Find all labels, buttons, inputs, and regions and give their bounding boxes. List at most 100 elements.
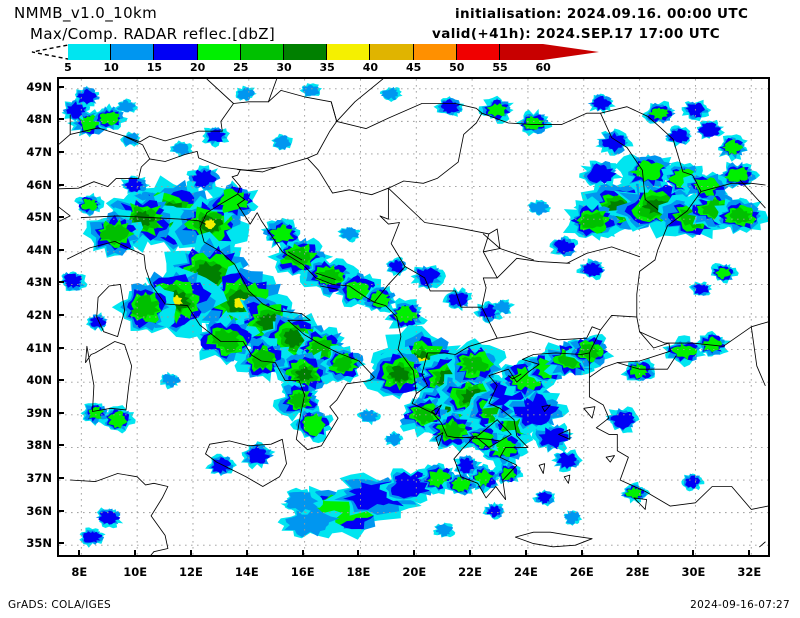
x-tick-label: 30E bbox=[681, 565, 706, 579]
y-tick-mark bbox=[59, 411, 64, 414]
geo-polyline bbox=[319, 285, 339, 290]
reflectivity-contour bbox=[685, 475, 700, 489]
geo-polyline bbox=[541, 404, 551, 412]
reflectivity-contour bbox=[461, 356, 489, 375]
x-tick-mark bbox=[301, 550, 304, 555]
geo-polyline bbox=[59, 127, 126, 145]
valid-time: valid(+41h): 2024.SEP.17 17:00 UTC bbox=[432, 26, 721, 42]
reflectivity-contour bbox=[693, 284, 709, 295]
geo-polyline bbox=[373, 187, 406, 303]
reflectivity-contour bbox=[558, 349, 583, 369]
x-tick-label: 28E bbox=[625, 565, 650, 579]
geo-polyline bbox=[466, 437, 501, 442]
reflectivity-contour bbox=[416, 267, 441, 287]
reflectivity-contour bbox=[715, 268, 732, 280]
y-tick-label: 35N bbox=[26, 536, 52, 551]
colorbar-band bbox=[456, 44, 500, 60]
reflectivity-contour bbox=[456, 457, 475, 474]
geo-polyline bbox=[205, 438, 287, 487]
reflectivity-contour bbox=[591, 95, 612, 111]
reflectivity-contour bbox=[630, 362, 649, 379]
geo-polyline bbox=[66, 193, 375, 451]
y-tick-mark bbox=[59, 346, 64, 349]
geo-polyline bbox=[435, 432, 444, 447]
x-tick-mark bbox=[748, 550, 751, 555]
geo-polyline bbox=[563, 474, 571, 484]
geo-polyline bbox=[700, 182, 766, 192]
x-tick-mark bbox=[189, 550, 192, 555]
y-tick-label: 38N bbox=[26, 438, 52, 453]
geo-polyline bbox=[636, 259, 768, 347]
radar-map-svg bbox=[59, 79, 768, 555]
colorbar-band bbox=[370, 44, 414, 60]
reflectivity-contour bbox=[426, 468, 451, 488]
x-tick-mark bbox=[636, 550, 639, 555]
colorbar-band bbox=[111, 44, 155, 60]
reflectivity-contour bbox=[486, 505, 501, 518]
y-tick-label: 40N bbox=[26, 373, 52, 388]
geo-polyline bbox=[287, 251, 303, 261]
reflectivity-contour bbox=[722, 139, 744, 155]
y-tick-mark bbox=[59, 281, 64, 284]
x-tick-mark bbox=[134, 550, 137, 555]
geo-polyline bbox=[85, 341, 133, 412]
reflectivity-contour bbox=[124, 177, 144, 193]
x-tick-label: 32E bbox=[737, 565, 762, 579]
geo-polyline bbox=[336, 79, 384, 122]
y-tick-mark bbox=[59, 216, 64, 219]
radar-map-plot bbox=[57, 77, 770, 557]
map-gridlines bbox=[59, 79, 768, 555]
reflectivity-contour bbox=[196, 261, 222, 286]
x-tick-label: 16E bbox=[290, 565, 315, 579]
y-tick-mark bbox=[59, 477, 64, 479]
reflectivity-contour bbox=[440, 99, 461, 114]
coastlines-and-borders bbox=[59, 79, 768, 555]
y-tick-label: 37N bbox=[26, 471, 52, 485]
geo-polyline bbox=[616, 355, 677, 370]
geo-polyline bbox=[431, 404, 442, 416]
reflectivity-contour bbox=[207, 129, 227, 142]
colorbar-tick-50: 50 bbox=[449, 61, 465, 74]
geo-polyline bbox=[583, 406, 596, 419]
y-tick-label: 49N bbox=[26, 79, 52, 94]
geo-polyline bbox=[750, 326, 766, 386]
reflectivity-contour bbox=[729, 207, 753, 224]
reflectivity-contour bbox=[391, 471, 433, 499]
geo-polyline bbox=[538, 463, 546, 474]
reflectivity-field bbox=[61, 83, 768, 548]
reflectivity-contour bbox=[693, 177, 720, 196]
reflectivity-contour bbox=[302, 413, 326, 437]
footer-credit: GrADS: COLA/IGES bbox=[8, 599, 112, 611]
reflectivity-contour bbox=[668, 128, 690, 144]
y-tick-label: 36N bbox=[26, 503, 52, 518]
reflectivity-contour bbox=[236, 87, 255, 101]
reflectivity-contour bbox=[513, 393, 560, 427]
reflectivity-contour bbox=[471, 430, 494, 449]
colorbar-tick-60: 60 bbox=[535, 61, 551, 74]
reflectivity-contour bbox=[413, 406, 436, 425]
reflectivity-contour bbox=[99, 111, 120, 126]
reflectivity-contour bbox=[369, 290, 391, 308]
reflectivity-contour bbox=[90, 316, 107, 328]
colorbar-overflow-arrow bbox=[543, 44, 601, 60]
colorbar-underflow-arrow bbox=[30, 43, 70, 61]
y-tick-mark bbox=[59, 542, 64, 545]
reflectivity-contour bbox=[81, 198, 98, 211]
geo-polyline bbox=[633, 497, 648, 510]
y-tick-label: 48N bbox=[26, 112, 52, 127]
geo-polyline bbox=[267, 79, 278, 103]
y-tick-label: 41N bbox=[26, 340, 52, 355]
y-tick-mark bbox=[59, 183, 64, 186]
geo-polyline bbox=[124, 89, 338, 171]
geo-polyline bbox=[588, 331, 768, 510]
reflectivity-contour bbox=[269, 224, 295, 243]
y-tick-mark bbox=[59, 444, 64, 447]
reflectivity-contour bbox=[284, 507, 340, 538]
y-tick-mark bbox=[59, 150, 64, 153]
y-tick-label: 46N bbox=[26, 177, 52, 192]
x-tick-label: 26E bbox=[569, 565, 594, 579]
geo-polyline bbox=[306, 103, 483, 196]
geo-polyline bbox=[59, 150, 241, 222]
reflectivity-contour bbox=[492, 299, 511, 315]
reflectivity-contour bbox=[191, 169, 217, 189]
